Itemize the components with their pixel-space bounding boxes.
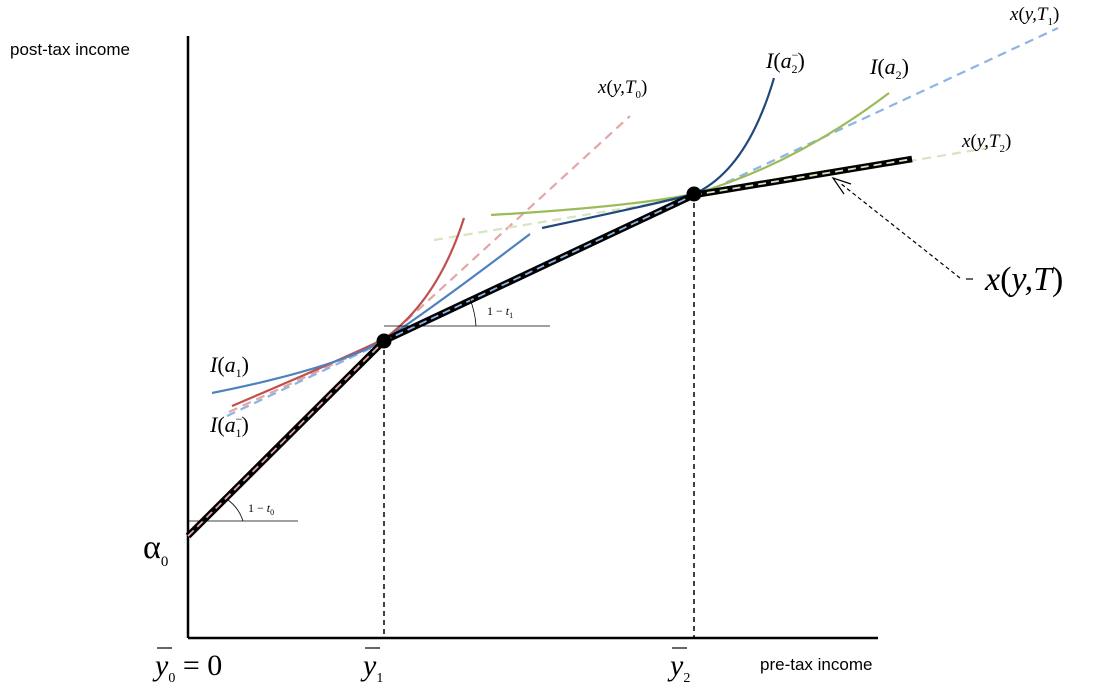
slope-arc-t0: [227, 499, 244, 522]
slope-label-t0: 1 − t0: [248, 501, 274, 517]
curve-label-a2: I(a2): [869, 54, 909, 82]
svg-text:y2: y2: [667, 649, 690, 686]
budget-line-t0: [383, 115, 631, 342]
schedule-overlay-t0: [187, 340, 385, 537]
annotation-arrow: [839, 182, 961, 279]
tax-schedule-line: [185, 155, 913, 539]
curve-label-a2-minus: I(a− 2): [765, 48, 805, 76]
kink-point-y2: [686, 186, 702, 202]
x-tick-y0: y0 = 0: [152, 647, 222, 686]
budget-label-t1: x(y,T1): [1009, 4, 1059, 28]
curve-a1: [211, 233, 531, 395]
x-axis-label: pre-tax income: [760, 655, 872, 674]
schedule-overlay-t1: [383, 194, 695, 342]
tax-schedule-label: x(y,T): [984, 261, 1063, 298]
schedule-overlay-t2: [693, 158, 913, 196]
x-tick-y1: y1: [360, 647, 383, 686]
curve-label-a1: I(a1): [209, 352, 249, 380]
curve-label-a1-minus: I(a− 1): [209, 412, 249, 440]
slope-label-t1: 1 − t1: [487, 304, 513, 320]
overbar-y0: [157, 647, 171, 648]
kink-point-y1: [376, 333, 392, 349]
svg-text:y1: y1: [360, 649, 383, 686]
budget-label-t2: x(y,T2): [961, 131, 1011, 155]
curve-a2-minus: [541, 77, 776, 230]
budget-label-t0: x(y,T0): [597, 77, 647, 101]
intercept-label: α0: [143, 529, 168, 570]
x-tick-y2: y2: [667, 647, 690, 686]
y-axis-label: post-tax income: [10, 40, 130, 59]
budget-line-t1-lower: [226, 340, 387, 417]
slope-arc-t1: [469, 298, 477, 327]
arrow-head: [831, 176, 852, 195]
svg-text:y0 = 0: y0 = 0: [152, 649, 222, 686]
